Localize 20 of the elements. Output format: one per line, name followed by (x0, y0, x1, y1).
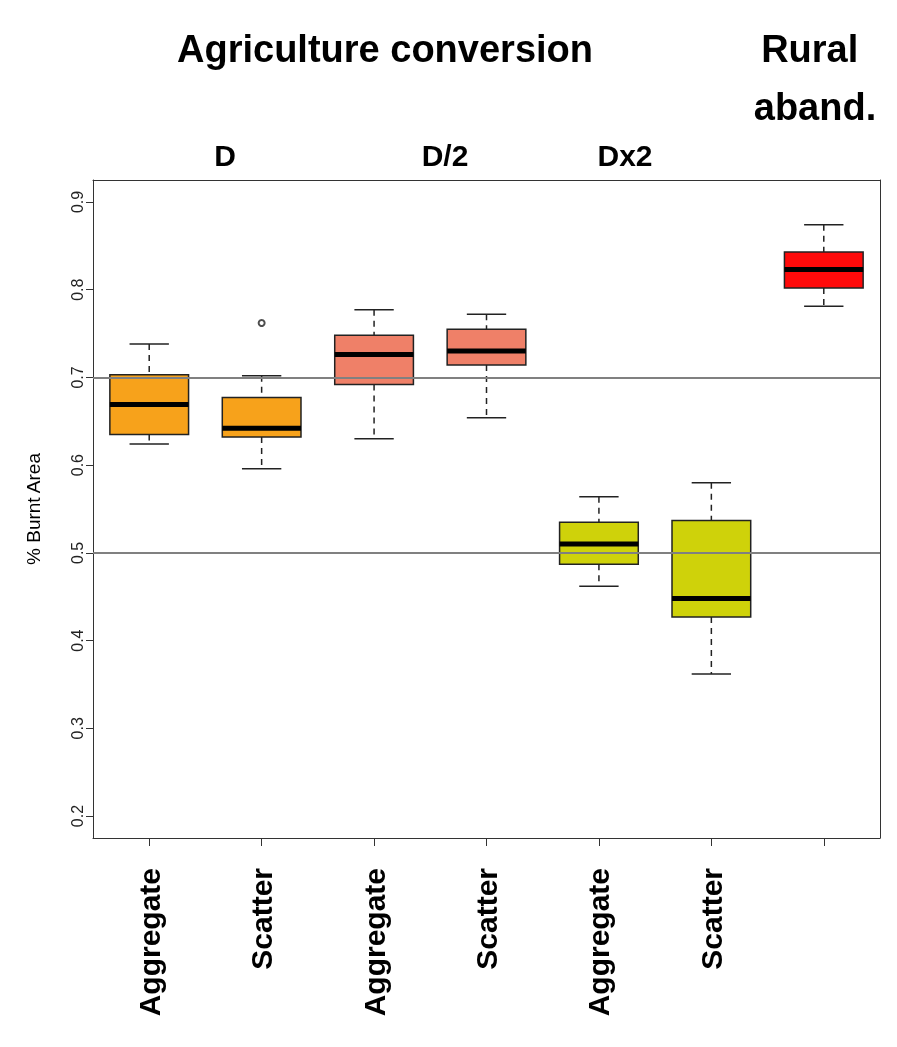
y-tick-label: 0.6 (68, 453, 86, 477)
text: Agriculture conversion (177, 28, 593, 70)
x-tick-label: Aggregate (357, 868, 391, 1017)
y-axis-title: % Burnt Area (23, 452, 44, 565)
x-tick-label: Scatter (694, 867, 728, 970)
text: Dx2 (597, 138, 653, 172)
x-tick-label: Scatter (245, 867, 279, 970)
text: D/2 (421, 138, 469, 172)
y-tick-label: 0.4 (68, 629, 86, 652)
y-tick-label: 0.3 (68, 717, 86, 740)
y-tick-label: 0.7 (68, 366, 86, 389)
x-tick-label: Scatter (470, 867, 503, 970)
y-tick-label: 0.2 (68, 804, 86, 828)
y-tick-label: 0.5 (68, 541, 86, 564)
text: Rural aband. (753, 28, 877, 128)
x-tick-label: Aggregate (582, 868, 616, 1017)
y-tick-label: 0.9 (68, 190, 86, 214)
x-tick-label: Aggregate (132, 868, 166, 1017)
text: D (214, 138, 236, 172)
y-tick-label: 0.8 (68, 278, 86, 301)
